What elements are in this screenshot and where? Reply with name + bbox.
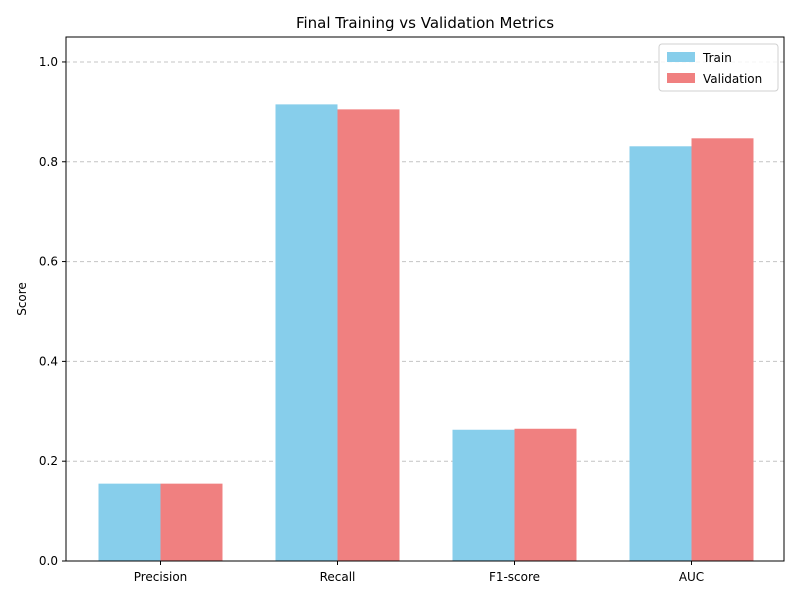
x-tick-label: Recall: [320, 570, 356, 584]
y-tick-label: 0.2: [39, 454, 58, 468]
y-axis-ticks: 0.0 0.2 0.4 0.6 0.8 1.0: [39, 55, 66, 568]
y-tick-label: 1.0: [39, 55, 58, 69]
y-axis-label: Score: [15, 282, 29, 316]
bars: [98, 104, 754, 561]
legend-swatch-train: [667, 52, 695, 62]
bar-validation-auc: [691, 138, 754, 561]
bar-validation-precision: [160, 483, 223, 561]
axes-frame: [65, 36, 785, 562]
legend-label-validation: Validation: [703, 72, 762, 86]
x-tick-label: F1-score: [489, 570, 540, 584]
y-tick-label: 0.8: [39, 155, 58, 169]
x-tick-label: Precision: [134, 570, 188, 584]
bar-train-auc: [629, 146, 692, 561]
bar-validation-recall: [337, 109, 400, 561]
bar-train-recall: [275, 104, 338, 561]
y-tick-label: 0.6: [39, 255, 58, 269]
x-tick-label: AUC: [679, 570, 704, 584]
bar-train-precision: [98, 483, 161, 561]
legend: Train Validation: [658, 43, 779, 92]
x-axis-ticks: Precision Recall F1-score AUC: [134, 561, 704, 584]
chart-title: Final Training vs Validation Metrics: [296, 14, 554, 32]
bar-validation-f1-score: [514, 428, 577, 561]
legend-label-train: Train: [702, 51, 732, 65]
bar-train-f1-score: [452, 429, 515, 561]
legend-swatch-validation: [667, 73, 695, 83]
y-tick-label: 0.4: [39, 354, 58, 368]
y-tick-label: 0.0: [39, 554, 58, 568]
